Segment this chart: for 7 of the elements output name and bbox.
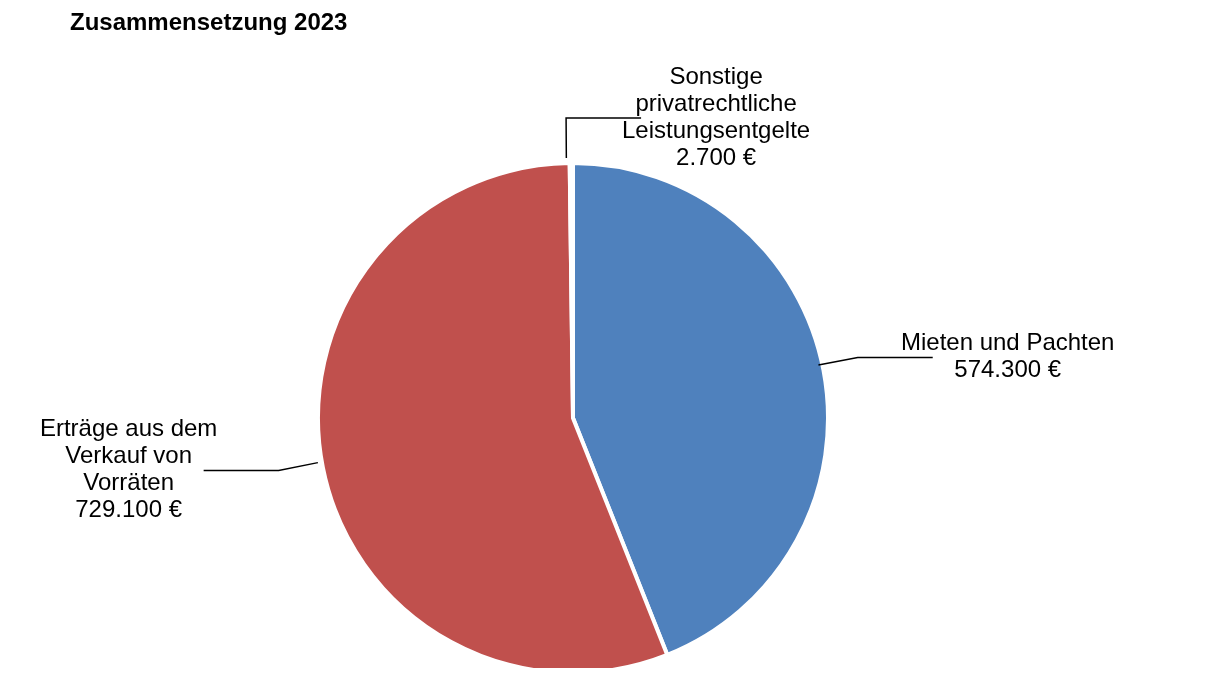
slice-label: Sonstige privatrechtliche Leistungsentgelte bbox=[622, 61, 811, 143]
slice-label: Erträge aus dem Verkauf von Vorräten bbox=[39, 414, 218, 496]
data-label: 729.100 € bbox=[75, 495, 183, 523]
slice-label: Mieten und Pachten bbox=[900, 328, 1115, 356]
data-label: 574.300 € bbox=[954, 355, 1062, 383]
data-label: 2.700 € bbox=[676, 142, 757, 170]
chart-title: Zusammensetzung 2023 bbox=[70, 8, 348, 36]
